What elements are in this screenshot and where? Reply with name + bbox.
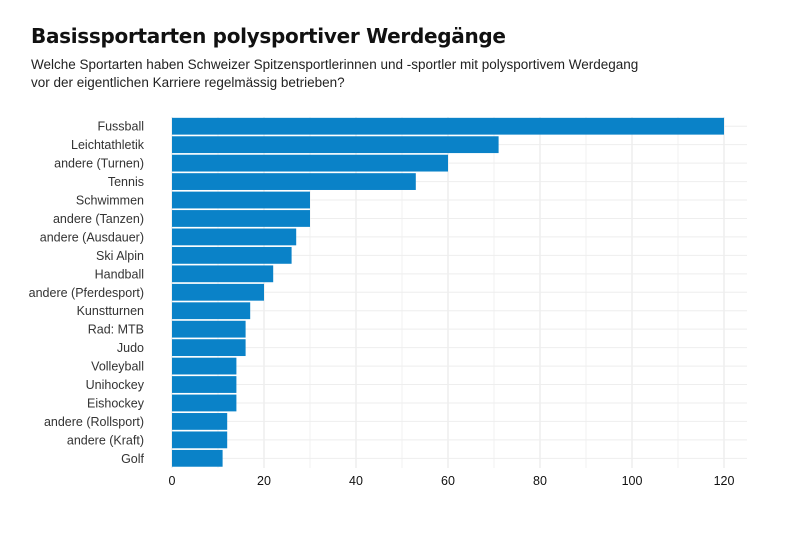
category-label: Judo [117,341,144,355]
x-axis-ticks: 0 20 40 60 80 100 120 [169,474,735,488]
bar [172,228,297,246]
bar [172,154,448,172]
category-label: andere (Rollsport) [44,415,144,429]
chart-title: Basissportarten polysportiver Werdegänge [31,24,506,48]
category-label: Rad: MTB [88,323,144,337]
category-label: Kunstturnen [77,304,144,318]
category-label: Golf [121,452,144,466]
x-tick-label: 120 [714,474,735,488]
bar [172,191,310,209]
bar [172,117,724,135]
category-label: Handball [95,267,144,281]
bar [172,449,223,467]
category-labels: Fussball Leichtathletik andere (Turnen) Ten… [29,120,145,466]
category-label: andere (Ausdauer) [40,230,144,244]
bar [172,431,228,449]
bar [172,136,499,154]
bar [172,210,310,227]
category-label: Schwimmen [76,194,144,208]
bar [172,173,416,190]
category-label: Leichtathletik [71,138,145,152]
category-label: Eishockey [87,396,145,410]
category-label: Fussball [97,120,144,134]
bar [172,302,251,320]
x-tick-label: 0 [169,474,176,488]
category-label: andere (Kraft) [67,433,144,447]
bars [172,117,724,467]
category-label: andere (Pferdesport) [29,286,144,300]
subtitle-line-2: vor der eigentlichen Karriere regelmässi… [31,75,345,90]
bar [172,339,246,357]
bar [172,265,274,283]
category-label: andere (Turnen) [54,157,144,171]
x-tick-label: 40 [349,474,363,488]
category-label: Tennis [108,175,144,189]
x-tick-label: 20 [257,474,271,488]
bar [172,246,292,264]
category-label: Volleyball [91,360,144,374]
category-label: Unihockey [86,378,145,392]
chart-subtitle: Welche Sportarten haben Schweizer Spitze… [31,56,671,92]
x-tick-label: 60 [441,474,455,488]
bar [172,283,264,301]
x-tick-label: 80 [533,474,547,488]
bar [172,394,237,412]
x-tick-label: 100 [622,474,643,488]
category-label: Ski Alpin [96,249,144,263]
bar [172,376,237,393]
category-label: andere (Tanzen) [53,212,144,226]
subtitle-line-1: Welche Sportarten haben Schweizer Spitze… [31,57,639,72]
bar [172,357,237,375]
bar [172,413,228,430]
bar [172,320,246,338]
